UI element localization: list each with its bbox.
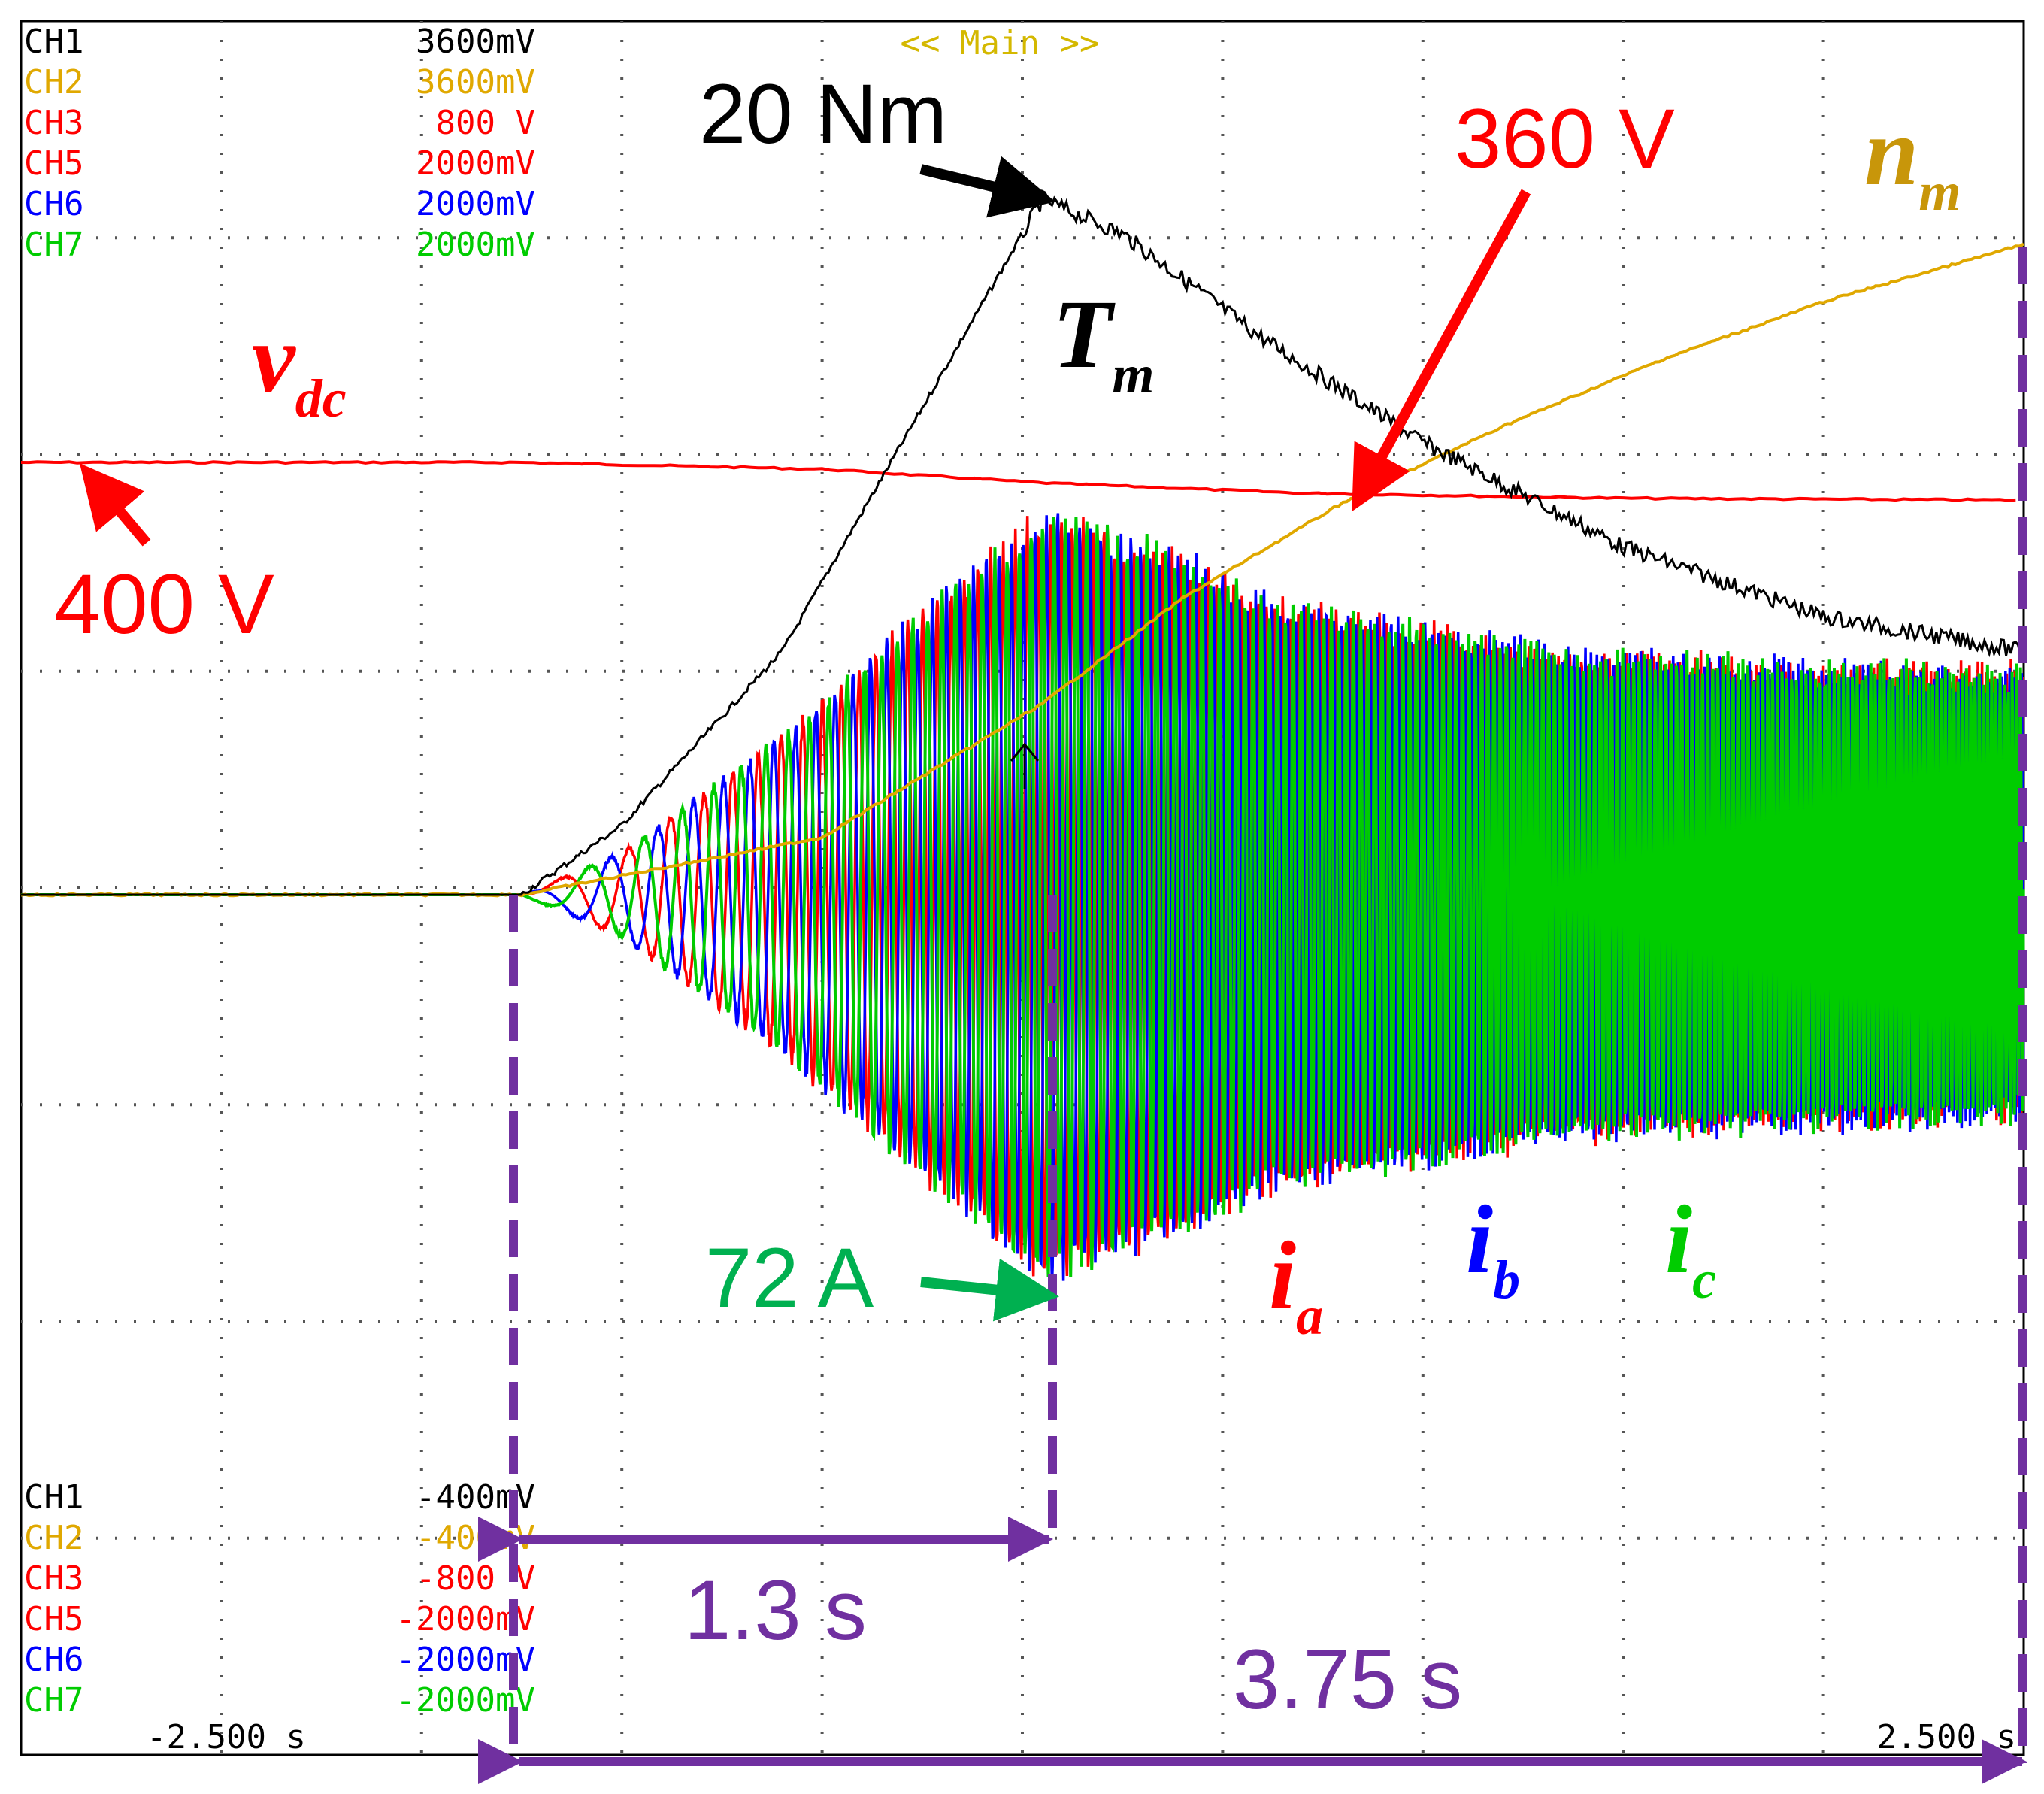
symbol-main: i — [1665, 1186, 1692, 1294]
mode-label: << Main >> — [901, 24, 1100, 62]
ic-symbol: ic — [1665, 1186, 1716, 1310]
vdc-trace — [20, 460, 2016, 502]
scale-ch-label: CH1 — [24, 1478, 83, 1517]
voltage-start-label: 400 V — [54, 557, 274, 651]
channel-scales-top: CH1 3600mV CH2 3600mV CH3 800 V CH5 2000… — [24, 23, 535, 264]
scale-ch-label: CH2 — [24, 1519, 83, 1557]
interval-short-label: 1.3 s — [684, 1563, 867, 1657]
scale-ch-value: 3600mV — [416, 63, 535, 102]
scale-ch-label: CH2 — [24, 63, 83, 102]
scale-ch-label: CH3 — [24, 1559, 83, 1598]
time-right-label: 2.500 s — [1877, 1718, 2016, 1756]
scale-ch-label: CH5 — [24, 1600, 83, 1638]
scale-ch-label: CH6 — [24, 185, 83, 223]
scale-ch-value: 2000mV — [416, 144, 535, 183]
current-peak-arrow — [920, 1258, 1059, 1322]
symbol-sub: m — [1112, 344, 1154, 405]
voltage-end-arrow — [1352, 189, 1531, 512]
traces — [20, 189, 2025, 1285]
current-peak-label: 72 A — [705, 1231, 874, 1325]
vdc-symbol: vdc — [252, 305, 347, 429]
scale-ch-label: CH5 — [24, 144, 83, 183]
symbol-main: n — [1864, 98, 1918, 206]
symbol-main: v — [252, 305, 296, 413]
scale-ch-label: CH7 — [24, 226, 83, 264]
scale-ch-value: 800 V — [436, 104, 535, 142]
cursor-arrow — [1010, 742, 1040, 762]
scale-ch-label: CH3 — [24, 104, 83, 142]
symbol-sub: b — [1493, 1250, 1520, 1310]
symbol-sub: a — [1296, 1286, 1323, 1346]
ia-symbol: ia — [1269, 1222, 1323, 1346]
nm-symbol: nm — [1864, 98, 1961, 222]
interval-long-label: 3.75 s — [1233, 1632, 1462, 1726]
symbol-main: i — [1466, 1186, 1493, 1294]
symbol-sub: c — [1692, 1250, 1716, 1310]
scale-ch-label: CH1 — [24, 23, 83, 61]
symbol-main: i — [1269, 1222, 1296, 1330]
ib-symbol: ib — [1466, 1186, 1520, 1310]
symbol-main: T — [1052, 280, 1116, 389]
torque-peak-arrow — [919, 156, 1055, 218]
scale-ch-value: 2000mV — [416, 185, 535, 223]
interval-markers — [478, 247, 2027, 1784]
symbol-sub: dc — [295, 368, 347, 429]
time-left-label: -2.500 s — [147, 1718, 306, 1756]
scale-ch-value: 3600mV — [416, 23, 535, 61]
scale-ch-label: CH6 — [24, 1641, 83, 1679]
scale-ch-label: CH7 — [24, 1681, 83, 1720]
symbol-sub: m — [1918, 162, 1961, 222]
torque-peak-label: 20 Nm — [699, 67, 947, 161]
voltage-end-label: 360 V — [1455, 92, 1675, 186]
scale-ch-value: 2000mV — [416, 226, 535, 264]
torque-trace — [21, 189, 2023, 896]
voltage-start-arrow — [79, 463, 151, 547]
tm-symbol: Tm — [1052, 280, 1154, 405]
